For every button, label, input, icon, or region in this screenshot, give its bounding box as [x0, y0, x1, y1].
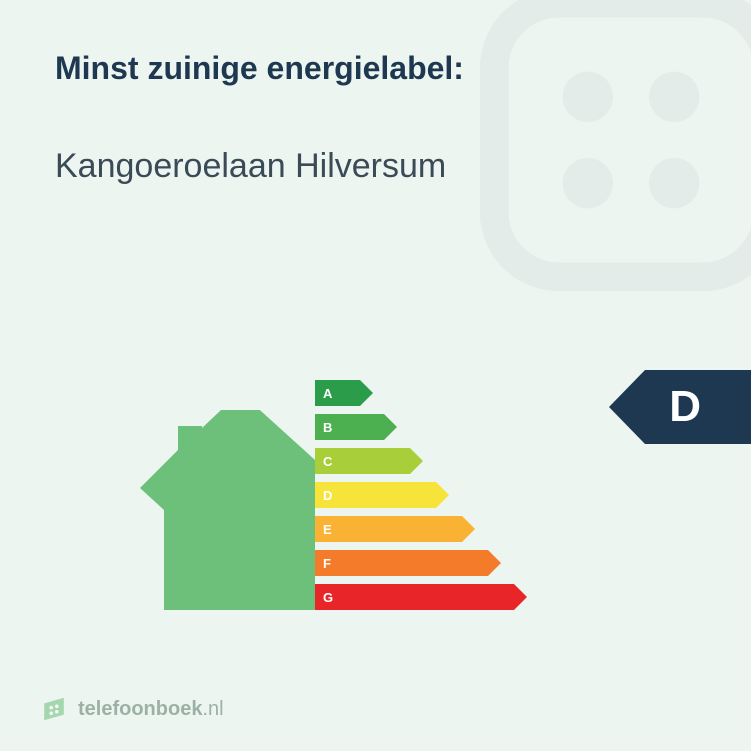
bar-label: C	[323, 454, 332, 469]
energy-bar-f: F	[315, 550, 527, 576]
brand-icon	[40, 695, 68, 723]
bar-label: G	[323, 590, 333, 605]
footer-brand: telefoonboek.nl	[40, 695, 224, 723]
rating-letter: D	[669, 382, 701, 432]
rating-badge: D	[609, 370, 751, 444]
energy-bar-a: A	[315, 380, 527, 406]
house-icon	[140, 410, 315, 610]
energy-bar-c: C	[315, 448, 527, 474]
energy-bar-b: B	[315, 414, 527, 440]
energy-bars: A B C D E F G	[315, 380, 527, 618]
bar-label: A	[323, 386, 332, 401]
bar-label: E	[323, 522, 332, 537]
energy-bar-d: D	[315, 482, 527, 508]
card-container: Minst zuinige energielabel: Kangoeroelaa…	[0, 0, 751, 751]
energy-bar-g: G	[315, 584, 527, 610]
bar-label: B	[323, 420, 332, 435]
bar-label: D	[323, 488, 332, 503]
bar-label: F	[323, 556, 331, 571]
watermark-icon	[451, 0, 751, 320]
energy-bar-e: E	[315, 516, 527, 542]
brand-name: telefoonboek	[78, 698, 202, 721]
brand-suffix: .nl	[202, 698, 223, 721]
